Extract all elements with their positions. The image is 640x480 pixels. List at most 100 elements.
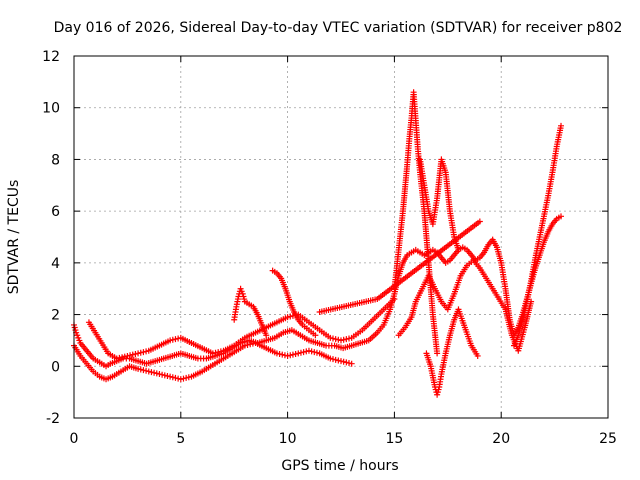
data-point-marker — [121, 353, 128, 360]
data-point-marker — [338, 337, 344, 344]
data-point-marker — [327, 334, 334, 341]
data-point-marker — [303, 348, 310, 355]
data-point-marker — [348, 360, 355, 367]
data-point-marker — [175, 375, 182, 382]
data-point-marker — [172, 336, 179, 343]
data-point-marker — [558, 122, 565, 129]
data-point-marker — [116, 354, 123, 361]
data-point-marker — [129, 351, 136, 358]
data-point-marker — [343, 359, 350, 366]
data-point-marker — [295, 350, 302, 357]
data-point-marker — [346, 360, 353, 367]
y-tick-label: 12 — [42, 49, 60, 65]
chart-title: Day 016 of 2026, Sidereal Day-to-day VTE… — [54, 20, 623, 36]
x-tick-label: 20 — [492, 431, 510, 447]
data-point-marker — [241, 342, 248, 349]
data-point-marker — [329, 356, 336, 363]
y-tick-label: 0 — [51, 359, 60, 375]
data-point-marker — [145, 368, 152, 375]
data-point-marker — [289, 351, 296, 358]
x-tick-label: 15 — [385, 431, 403, 447]
data-point-marker — [474, 352, 481, 359]
x-tick-label: 5 — [176, 431, 185, 447]
data-point-marker — [185, 374, 192, 381]
x-tick-label: 10 — [279, 431, 297, 447]
data-point-marker — [273, 350, 280, 357]
data-point-marker — [391, 296, 398, 303]
data-point-marker — [340, 336, 347, 343]
data-point-marker — [313, 349, 320, 356]
data-point-marker — [558, 213, 565, 220]
data-point-marker — [284, 352, 291, 359]
data-point-marker — [140, 367, 147, 374]
x-tick-label: 25 — [599, 431, 617, 447]
data-point-marker — [180, 375, 187, 382]
data-point-marker — [276, 351, 283, 358]
x-tick-label: 0 — [70, 431, 79, 447]
data-point-marker — [143, 348, 150, 355]
data-point-marker — [327, 355, 334, 362]
data-point-marker — [332, 356, 339, 363]
data-point-marker — [305, 347, 312, 354]
data-point-marker — [281, 352, 288, 359]
data-point-marker — [159, 371, 166, 378]
data-point-marker — [346, 335, 353, 342]
data-point-marker — [300, 349, 307, 356]
x-axis-label: GPS time / hours — [281, 458, 398, 474]
y-tick-labels: -2 0 2 4 6 8 10 12 — [42, 49, 60, 427]
data-point-marker — [284, 314, 291, 321]
data-point-marker — [167, 373, 174, 380]
data-point-marker — [169, 374, 176, 381]
data-point-marker — [279, 351, 286, 358]
data-point-marker — [167, 337, 174, 344]
data-point-marker — [332, 336, 339, 343]
data-point-marker — [148, 369, 155, 376]
data-point-marker — [137, 349, 144, 356]
plot-frame — [73, 55, 609, 419]
data-point-marker — [209, 350, 216, 357]
data-point-marker — [124, 352, 131, 359]
data-point-marker — [343, 336, 350, 343]
data-point-marker — [329, 335, 336, 342]
data-point-marker — [212, 349, 219, 356]
data-point-marker — [215, 349, 222, 356]
data-point-marker — [287, 313, 294, 320]
data-point-marker — [308, 348, 315, 355]
data-point-marker — [151, 369, 158, 376]
data-point-marker — [156, 371, 163, 378]
data-point-marker — [311, 349, 318, 356]
data-point-marker — [316, 308, 323, 315]
data-point-marker — [297, 349, 304, 356]
data-point-marker — [340, 358, 347, 365]
data-point-marker — [247, 341, 254, 348]
data-point-marker — [172, 374, 179, 381]
data-point-marker — [183, 374, 190, 381]
data-point-marker — [132, 351, 139, 358]
data-point-marker — [143, 367, 150, 374]
data-point-marker — [217, 348, 224, 355]
y-tick-label: 10 — [42, 101, 60, 117]
data-point-marker — [135, 350, 142, 357]
data-point-marker — [137, 366, 144, 373]
data-point-marker — [169, 336, 176, 343]
data-point-marker — [135, 365, 142, 372]
data-point-marker — [161, 372, 168, 379]
data-point-marker — [119, 354, 126, 361]
data-point-marker — [153, 370, 160, 377]
data-point-marker — [338, 358, 344, 365]
y-tick-label: 8 — [51, 152, 60, 168]
data-point-marker — [455, 246, 462, 253]
axis-ticks — [73, 55, 609, 419]
data-marks — [71, 89, 565, 398]
data-point-marker — [335, 357, 342, 364]
data-point-marker — [140, 349, 147, 356]
data-point-marker — [244, 341, 251, 348]
y-tick-label: 6 — [51, 204, 60, 220]
grid — [74, 56, 608, 418]
data-point-marker — [263, 332, 270, 339]
data-point-marker — [312, 332, 319, 339]
data-point-marker — [335, 336, 342, 343]
data-point-marker — [113, 355, 120, 362]
data-point-marker — [177, 376, 184, 383]
